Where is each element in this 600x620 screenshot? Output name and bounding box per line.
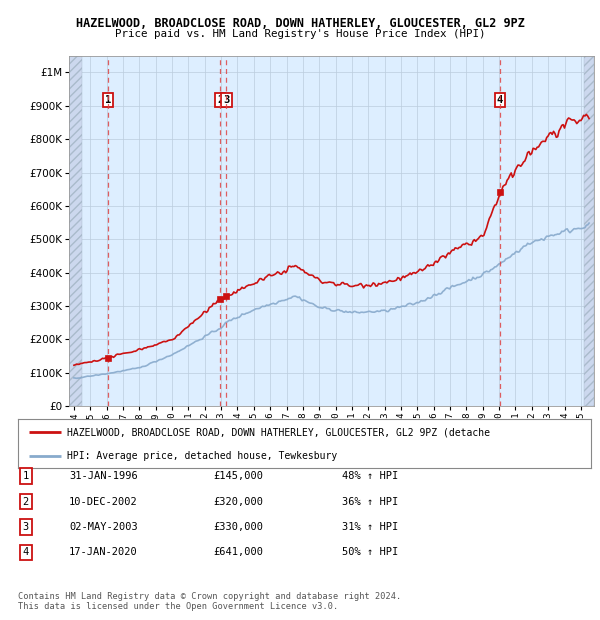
Text: Price paid vs. HM Land Registry's House Price Index (HPI): Price paid vs. HM Land Registry's House … (115, 29, 485, 38)
Text: Contains HM Land Registry data © Crown copyright and database right 2024.: Contains HM Land Registry data © Crown c… (18, 592, 401, 601)
Text: 02-MAY-2003: 02-MAY-2003 (69, 522, 138, 532)
Text: 2: 2 (23, 497, 29, 507)
Text: 2: 2 (217, 95, 223, 105)
Bar (69, 56, 82, 406)
Text: HPI: Average price, detached house, Tewkesbury: HPI: Average price, detached house, Tewk… (67, 451, 337, 461)
Text: 17-JAN-2020: 17-JAN-2020 (69, 547, 138, 557)
Text: 31-JAN-1996: 31-JAN-1996 (69, 471, 138, 481)
Text: This data is licensed under the Open Government Licence v3.0.: This data is licensed under the Open Gov… (18, 602, 338, 611)
Text: 48% ↑ HPI: 48% ↑ HPI (342, 471, 398, 481)
Text: £641,000: £641,000 (213, 547, 263, 557)
Text: 1: 1 (23, 471, 29, 481)
Bar (584, 56, 594, 406)
Text: 4: 4 (497, 95, 503, 105)
Text: 3: 3 (23, 522, 29, 532)
Text: 4: 4 (23, 547, 29, 557)
Text: 31% ↑ HPI: 31% ↑ HPI (342, 522, 398, 532)
Text: 50% ↑ HPI: 50% ↑ HPI (342, 547, 398, 557)
Text: £145,000: £145,000 (213, 471, 263, 481)
Text: 10-DEC-2002: 10-DEC-2002 (69, 497, 138, 507)
Text: £330,000: £330,000 (213, 522, 263, 532)
Text: 3: 3 (223, 95, 230, 105)
Text: £320,000: £320,000 (213, 497, 263, 507)
Text: HAZELWOOD, BROADCLOSE ROAD, DOWN HATHERLEY, GLOUCESTER, GL2 9PZ: HAZELWOOD, BROADCLOSE ROAD, DOWN HATHERL… (76, 17, 524, 30)
Text: 1: 1 (105, 95, 111, 105)
Text: 36% ↑ HPI: 36% ↑ HPI (342, 497, 398, 507)
Text: HAZELWOOD, BROADCLOSE ROAD, DOWN HATHERLEY, GLOUCESTER, GL2 9PZ (detache: HAZELWOOD, BROADCLOSE ROAD, DOWN HATHERL… (67, 427, 490, 437)
